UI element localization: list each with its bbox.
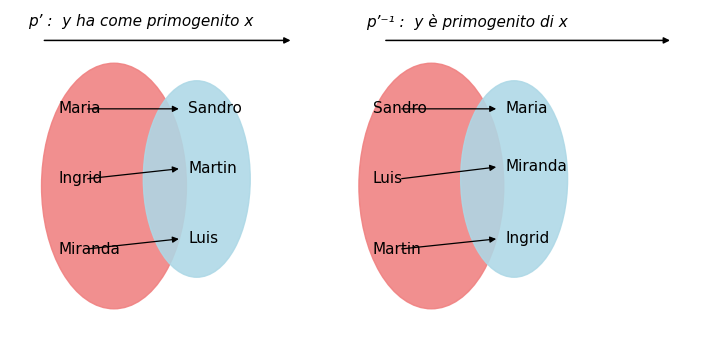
Text: Martin: Martin (189, 161, 237, 176)
Text: Maria: Maria (59, 101, 101, 116)
Text: Martin: Martin (372, 242, 422, 257)
Ellipse shape (460, 81, 567, 277)
Text: Ingrid: Ingrid (506, 231, 550, 246)
Text: Luis: Luis (189, 231, 219, 246)
Text: Ingrid: Ingrid (59, 171, 103, 187)
Text: p’ :  y ha come primogenito x: p’ : y ha come primogenito x (27, 14, 253, 29)
Text: Sandro: Sandro (189, 101, 242, 116)
Ellipse shape (144, 81, 250, 277)
Text: p’⁻¹ :  y è primogenito di x: p’⁻¹ : y è primogenito di x (366, 14, 567, 30)
Text: Luis: Luis (372, 171, 403, 187)
Ellipse shape (42, 63, 187, 309)
Text: Sandro: Sandro (372, 101, 427, 116)
Text: Maria: Maria (506, 101, 548, 116)
Ellipse shape (359, 63, 504, 309)
Text: Miranda: Miranda (506, 159, 567, 174)
Text: Miranda: Miranda (59, 242, 120, 257)
